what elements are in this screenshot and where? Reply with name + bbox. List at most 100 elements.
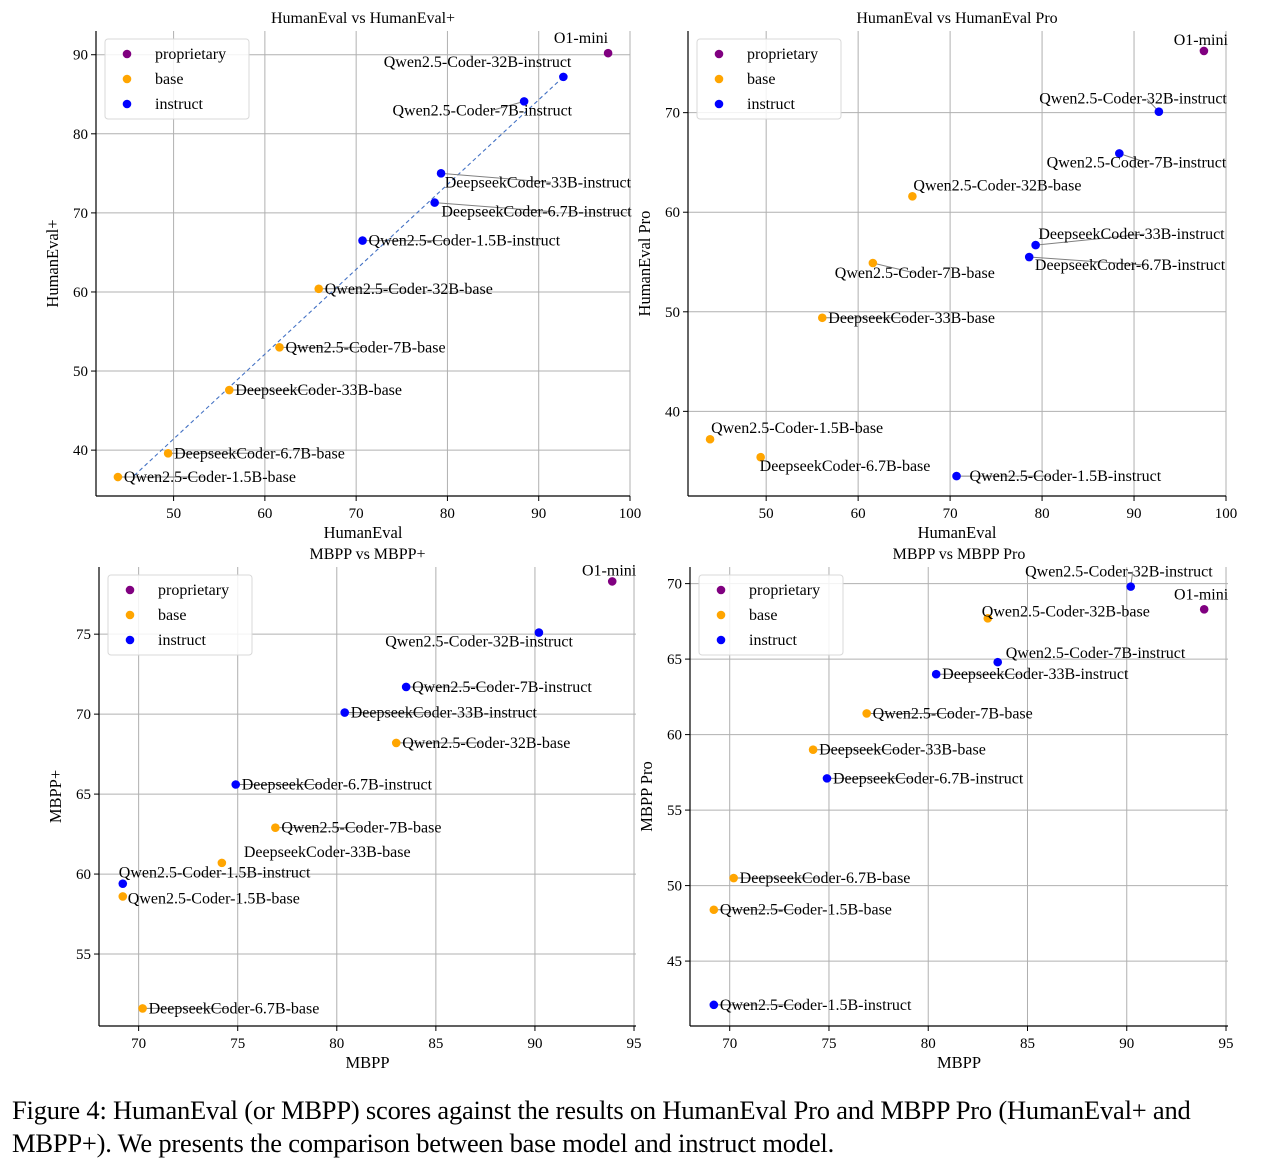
legend-marker-proprietary [714, 49, 724, 59]
point-label: DeepseekCoder-33B-base [819, 742, 986, 759]
legend-label-instruct: instruct [747, 96, 796, 113]
data-point-instruct [822, 774, 832, 783]
data-point-proprietary [603, 48, 613, 58]
point-label: DeepseekCoder-6.7B-base [174, 445, 345, 462]
point-label: DeepseekCoder-33B-base [828, 310, 995, 327]
y-tick-label: 80 [73, 127, 88, 143]
legend-marker-instruct [716, 635, 726, 645]
legend-label-proprietary: proprietary [158, 582, 229, 599]
legend-label-proprietary: proprietary [749, 582, 820, 599]
data-point-proprietary [1199, 46, 1209, 56]
point-label: Qwen2.5-Coder-32B-instruct [1039, 91, 1227, 108]
y-tick-label: 70 [667, 577, 682, 593]
figure-caption: Figure 4: HumanEval (or MBPP) scores aga… [12, 1095, 1191, 1158]
data-point-base [391, 738, 401, 748]
x-axis-label: HumanEval [324, 523, 403, 542]
y-tick-label: 45 [667, 954, 682, 970]
data-point-instruct [118, 879, 128, 888]
y-tick-label: 70 [76, 707, 91, 723]
x-axis-label: MBPP [345, 1053, 389, 1072]
legend-label-base: base [155, 71, 183, 88]
legend-marker-base [122, 74, 132, 84]
label-leader-line [441, 172, 552, 183]
point-label: Qwen2.5-Coder-7B-base [873, 705, 1033, 722]
legend-marker-base [714, 74, 724, 84]
label-leader-line [1029, 256, 1146, 266]
data-point-instruct [559, 72, 568, 82]
y-tick-label: 60 [73, 285, 88, 301]
point-label: DeepseekCoder-33B-instruct [942, 666, 1129, 683]
data-point-base [113, 472, 123, 482]
data-point-base [271, 823, 280, 832]
label-leader-line [1119, 152, 1147, 163]
point-label: Qwen2.5-Coder-1.5B-base [128, 890, 300, 907]
point-label: Qwen2.5-Coder-7B-instruct [1047, 154, 1227, 171]
point-label: DeepseekCoder-33B-base [235, 382, 402, 399]
legend-label-instruct: instruct [155, 96, 204, 113]
x-tick-label: 75 [821, 1036, 836, 1052]
y-tick-label: 40 [73, 443, 88, 459]
label-leader-line [872, 262, 915, 274]
point-label: DeepseekCoder-33B-instruct [445, 174, 632, 191]
data-point-instruct [519, 97, 529, 106]
point-label: O1-mini [554, 30, 609, 47]
legend-label-instruct: instruct [749, 632, 798, 649]
point-label: DeepseekCoder-6.7B-instruct [1035, 257, 1226, 274]
point-label: DeepseekCoder-6.7B-instruct [833, 770, 1024, 787]
point-label: Qwen2.5-Coder-1.5B-instruct [369, 233, 561, 250]
chart-panel-2: 50 60 70 80 90 100 40 50 60 70 HumanEval vs HumanE… [635, 10, 1237, 542]
y-tick-label: 60 [665, 205, 680, 221]
point-label: Qwen2.5-Coder-7B-instruct [1006, 645, 1186, 662]
legend-box [104, 38, 250, 120]
x-axis-label: HumanEval [918, 523, 997, 542]
y-tick-label: 50 [665, 305, 680, 321]
point-label: Qwen2.5-Coder-1.5B-instruct [970, 468, 1162, 485]
data-point-instruct [534, 628, 544, 637]
data-point-base [756, 452, 765, 462]
x-tick-label: 50 [759, 506, 774, 522]
x-tick-label: 90 [1119, 1036, 1134, 1052]
data-point-base [705, 434, 715, 444]
y-tick-label: 70 [665, 106, 680, 122]
data-point-base [868, 258, 878, 268]
chart-title: MBPP vs MBPP+ [309, 546, 425, 563]
x-tick-label: 70 [349, 506, 364, 522]
y-tick-label: 60 [76, 867, 91, 883]
point-label: Qwen2.5-Coder-32B-instruct [1025, 564, 1213, 581]
data-point-instruct [993, 657, 1003, 667]
point-label: Qwen2.5-Coder-32B-base [982, 603, 1150, 620]
y-tick-label: 75 [76, 627, 91, 643]
point-label: DeepseekCoder-33B-instruct [1038, 226, 1225, 243]
point-label: DeepseekCoder-33B-instruct [351, 705, 538, 722]
legend-label-instruct: instruct [158, 632, 207, 649]
y-axis-label: HumanEval Pro [635, 211, 654, 317]
legend-marker-proprietary [125, 585, 135, 595]
data-point-base [275, 343, 284, 352]
x-tick-label: 80 [329, 1036, 344, 1052]
x-tick-label: 85 [428, 1036, 443, 1052]
point-label: Qwen2.5-Coder-32B-base [913, 177, 1081, 194]
point-label: DeepseekCoder-6.7B-instruct [242, 777, 433, 794]
legend-label-proprietary: proprietary [747, 46, 818, 63]
data-point-proprietary [1199, 604, 1209, 614]
legend-marker-base [716, 610, 726, 620]
legend-marker-instruct [122, 99, 132, 109]
point-label: Qwen2.5-Coder-1.5B-base [124, 469, 296, 486]
x-tick-label: 90 [527, 1036, 542, 1052]
legend-box [696, 38, 842, 120]
point-label: O1-mini [1174, 586, 1229, 603]
x-axis-label: MBPP [937, 1053, 981, 1072]
y-tick-label: 70 [73, 206, 88, 222]
y-tick-label: 90 [73, 48, 88, 64]
chart-title: MBPP vs MBPP Pro [893, 546, 1026, 563]
y-tick-label: 60 [667, 728, 682, 744]
y-axis-label: MBPP+ [46, 770, 65, 823]
legend-marker-instruct [125, 635, 135, 645]
data-point-base [314, 284, 324, 294]
data-point-base [163, 448, 173, 458]
data-point-instruct [709, 1000, 719, 1010]
x-tick-label: 60 [257, 506, 272, 522]
point-label: Qwen2.5-Coder-1.5B-base [720, 902, 892, 919]
data-point-instruct [401, 682, 411, 692]
legend-label-base: base [158, 607, 186, 624]
